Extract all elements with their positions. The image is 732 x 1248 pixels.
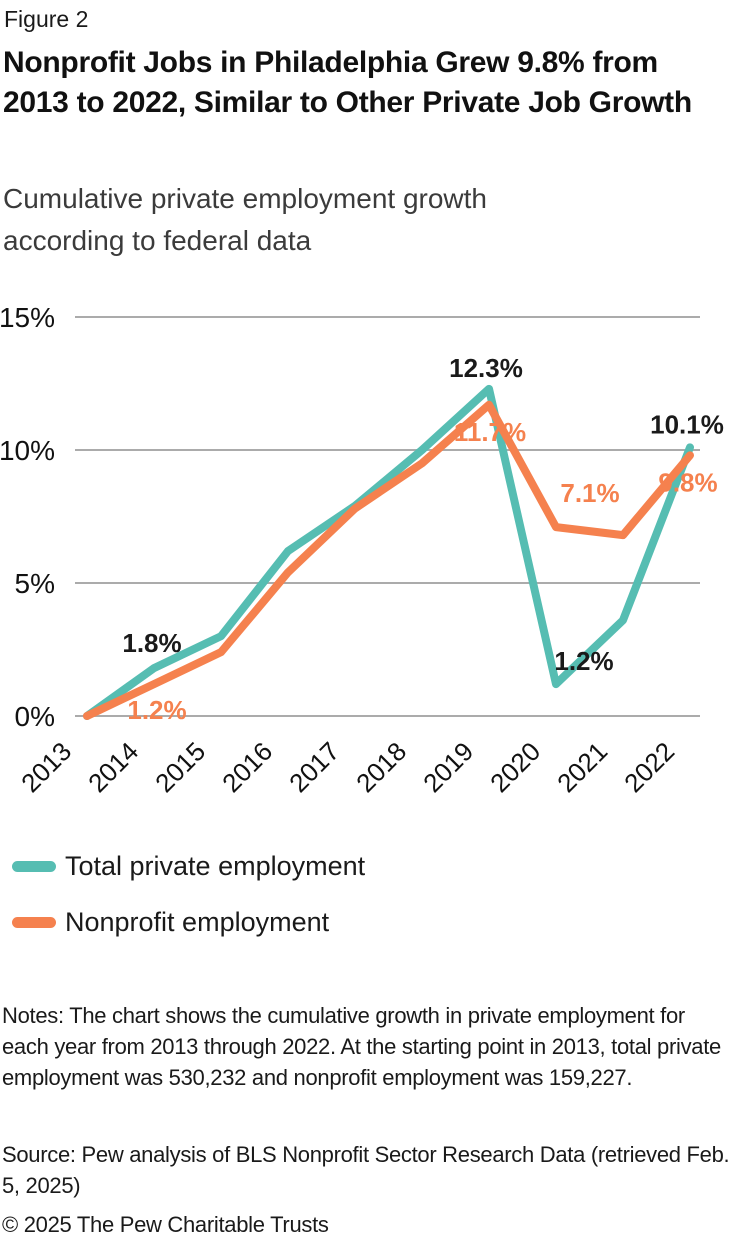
legend-label: Nonprofit employment [65, 906, 330, 937]
figure-label: Figure 2 [4, 6, 89, 32]
data-point-label: 1.2% [127, 695, 186, 725]
x-tick-label: 2020 [484, 736, 546, 798]
x-tick-label: 2014 [82, 736, 144, 798]
copyright-text: © 2025 The Pew Charitable Trusts [2, 1212, 329, 1237]
legend-swatch-orange [12, 916, 56, 928]
data-point-label: 1.2% [554, 646, 613, 676]
x-tick-label: 2018 [350, 736, 412, 798]
data-point-label: 7.1% [560, 478, 619, 508]
data-point-label: 10.1% [650, 409, 724, 439]
data-point-label: 11.7% [454, 417, 526, 447]
data-point-label: 12.3% [449, 353, 523, 383]
series-line-nonprofit [83, 400, 694, 720]
legend-item-nonprofit: Nonprofit employment [12, 905, 365, 939]
series-line-total-private [83, 384, 694, 720]
employment-growth-line-chart: 0%5%10%15%2013 2014 2015 2016 2017 2018 2019 20… [0, 302, 724, 798]
data-point-label: 1.8% [122, 628, 181, 658]
y-tick-label: 0% [15, 701, 55, 732]
legend-swatch-teal [12, 860, 56, 872]
x-tick-label: 2015 [149, 736, 211, 798]
legend-item-total-private: Total private employment [12, 849, 365, 883]
y-tick-label: 5% [15, 568, 55, 599]
x-tick-label: 2022 [618, 736, 680, 798]
x-tick-label: 2021 [551, 736, 613, 798]
y-tick-label: 10% [0, 435, 55, 466]
page-title: Nonprofit Jobs in Philadelphia Grew 9.8%… [3, 46, 692, 119]
legend-label: Total private employment [65, 850, 366, 881]
x-tick-label: 2016 [216, 736, 278, 798]
source-text: Source: Pew analysis of BLS Nonprofit Se… [2, 1142, 730, 1198]
x-tick-label: 2019 [417, 736, 479, 798]
y-tick-label: 15% [0, 302, 55, 333]
chart-subtitle: Cumulative private employment growth acc… [3, 183, 487, 256]
data-point-label: 9.8% [658, 467, 717, 497]
x-tick-label: 2013 [15, 736, 77, 798]
chart-legend: Total private employment Nonprofit emplo… [12, 849, 365, 961]
x-tick-label: 2017 [283, 736, 345, 798]
notes-text: Notes: The chart shows the cumulative gr… [2, 1003, 721, 1090]
